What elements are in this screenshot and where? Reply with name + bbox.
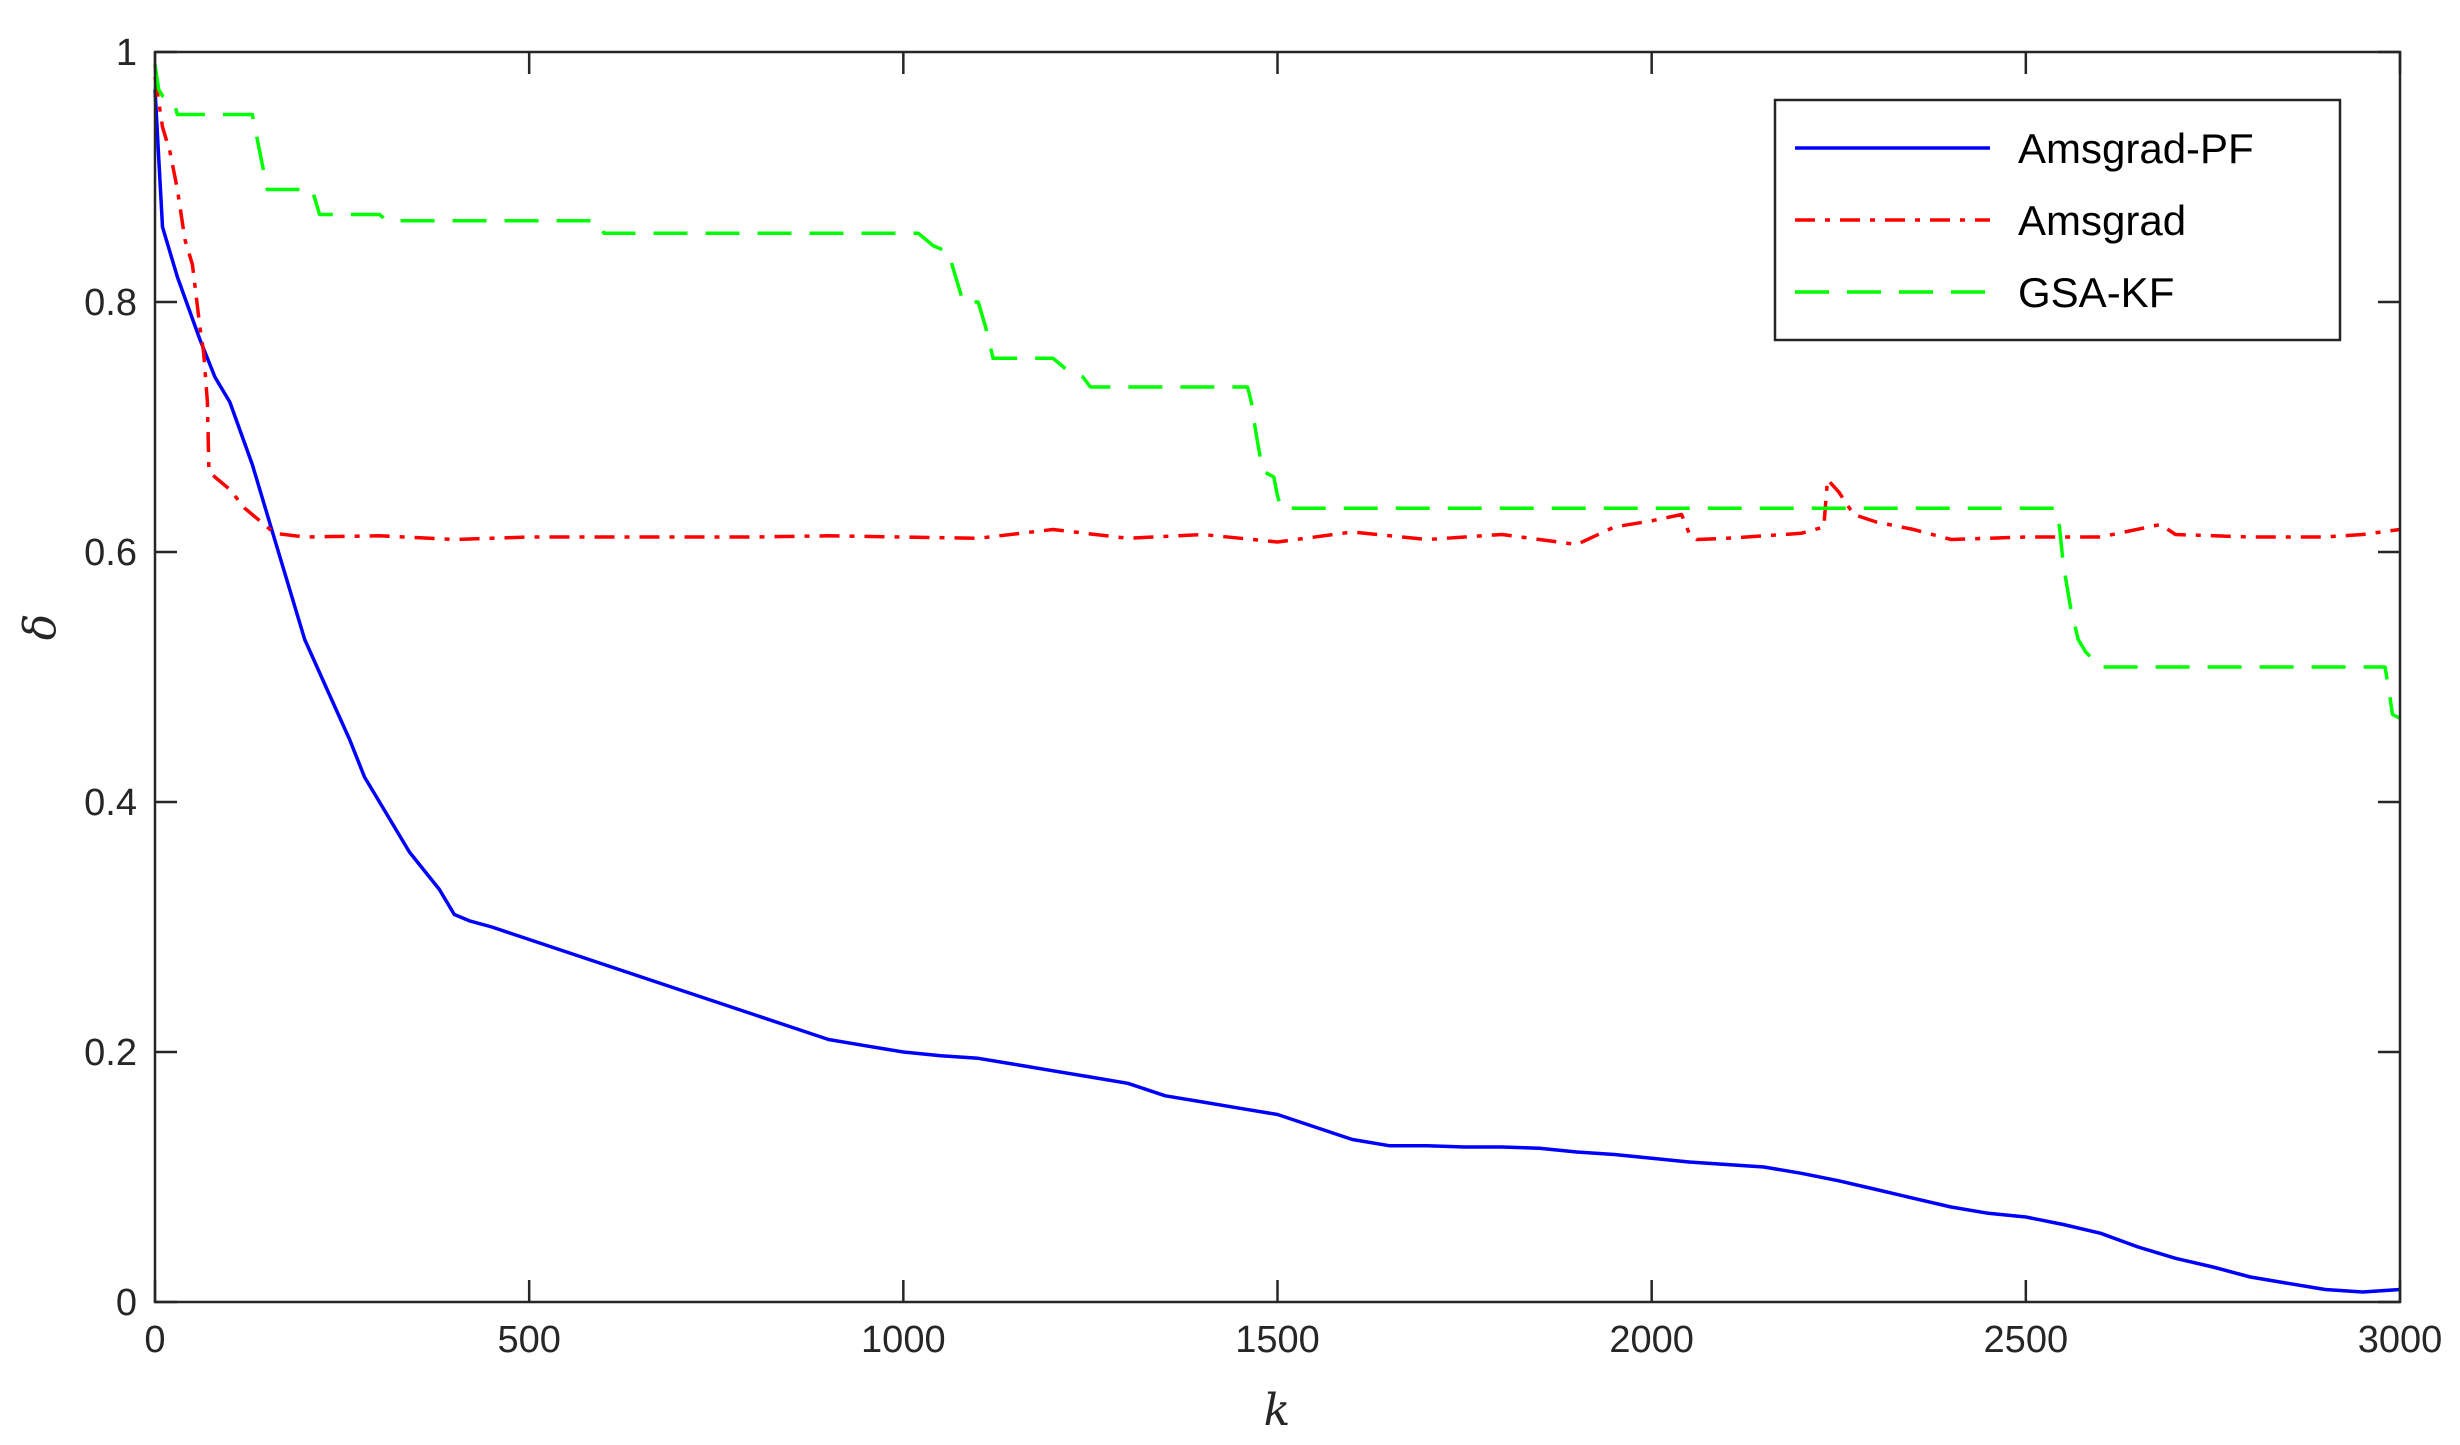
x-tick-label: 1000	[861, 1319, 946, 1361]
y-tick-label: 0.8	[84, 282, 137, 324]
y-axis-label: δ	[15, 614, 66, 641]
legend: Amsgrad-PF Amsgrad GSA-KF	[1773, 98, 2342, 342]
series-layer	[153, 64, 2401, 1294]
x-tick-label: 2000	[1609, 1319, 1694, 1361]
series-line-2	[153, 64, 2401, 720]
legend-box	[1773, 98, 2342, 342]
y-tick-label: 0.2	[84, 1032, 137, 1074]
series-line-0	[153, 89, 2401, 1294]
legend-label-2: GSA-KF	[2018, 269, 2174, 316]
y-tick-label: 0	[116, 1282, 137, 1324]
legend-entries: Amsgrad-PF Amsgrad GSA-KF	[1795, 125, 2254, 316]
legend-label-1: Amsgrad	[2018, 197, 2186, 244]
plot-frame	[153, 50, 2402, 1304]
series-line-1	[153, 76, 2401, 547]
x-tick-label: 500	[497, 1319, 560, 1361]
ticks-layer: 0 500 1000 1500 2000 2500 3000 0 0.2 0.4 0.6 0.8 1	[84, 32, 2442, 1361]
y-tick-label: 1	[116, 32, 137, 74]
y-tick-label: 0.6	[84, 532, 137, 574]
legend-label-0: Amsgrad-PF	[2018, 125, 2254, 172]
x-tick-label: 2500	[1984, 1319, 2069, 1361]
x-tick-label: 3000	[2358, 1319, 2443, 1361]
y-tick-label: 0.4	[84, 782, 137, 824]
x-axis-label: k	[1264, 1385, 1291, 1436]
x-tick-label: 1500	[1235, 1319, 1320, 1361]
x-tick-label: 0	[144, 1319, 165, 1361]
